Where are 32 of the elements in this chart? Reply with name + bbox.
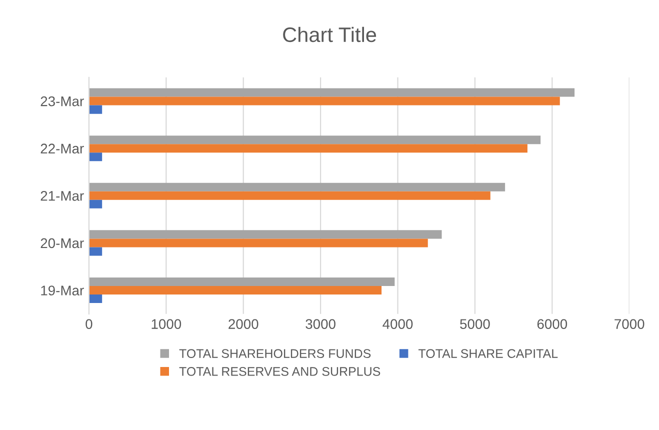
- bar: [88, 136, 541, 144]
- bar: [88, 286, 382, 295]
- bar: [88, 238, 428, 248]
- x-tick-label: 3000: [306, 319, 336, 329]
- bar: [88, 105, 102, 114]
- legend-label: TOTAL RESERVES AND SURPLUS: [179, 367, 380, 376]
- bar: [88, 247, 102, 256]
- y-tick-label: 23-Mar: [40, 96, 84, 106]
- bar: [88, 191, 490, 200]
- bar: [88, 88, 575, 97]
- bar: [88, 152, 102, 162]
- y-tick-label: 20-Mar: [40, 238, 84, 248]
- y-tick-label: 19-Mar: [41, 286, 84, 296]
- y-tick-label: 21-Mar: [40, 190, 84, 201]
- x-tick-label: 2000: [228, 319, 258, 329]
- bar: [88, 277, 395, 286]
- bar: [88, 182, 506, 192]
- chart-title: Chart Title: [283, 26, 376, 42]
- bar: [88, 200, 102, 208]
- legend-label: TOTAL SHARE CAPITAL: [418, 349, 558, 358]
- x-tick-label: 5000: [460, 319, 490, 329]
- bar: [88, 96, 560, 106]
- x-tick-label: 0: [86, 319, 92, 329]
- x-tick-label: 6000: [537, 319, 568, 329]
- x-tick-label: 1000: [152, 319, 182, 329]
- x-tick-label: 4000: [382, 319, 413, 329]
- y-tick-label: 22-Mar: [40, 144, 84, 154]
- bar: [88, 230, 442, 239]
- x-tick-label: 7000: [614, 319, 644, 329]
- bar: [88, 294, 102, 304]
- bar: [88, 144, 528, 153]
- legend-label: TOTAL SHAREHOLDERS FUNDS: [179, 349, 371, 358]
